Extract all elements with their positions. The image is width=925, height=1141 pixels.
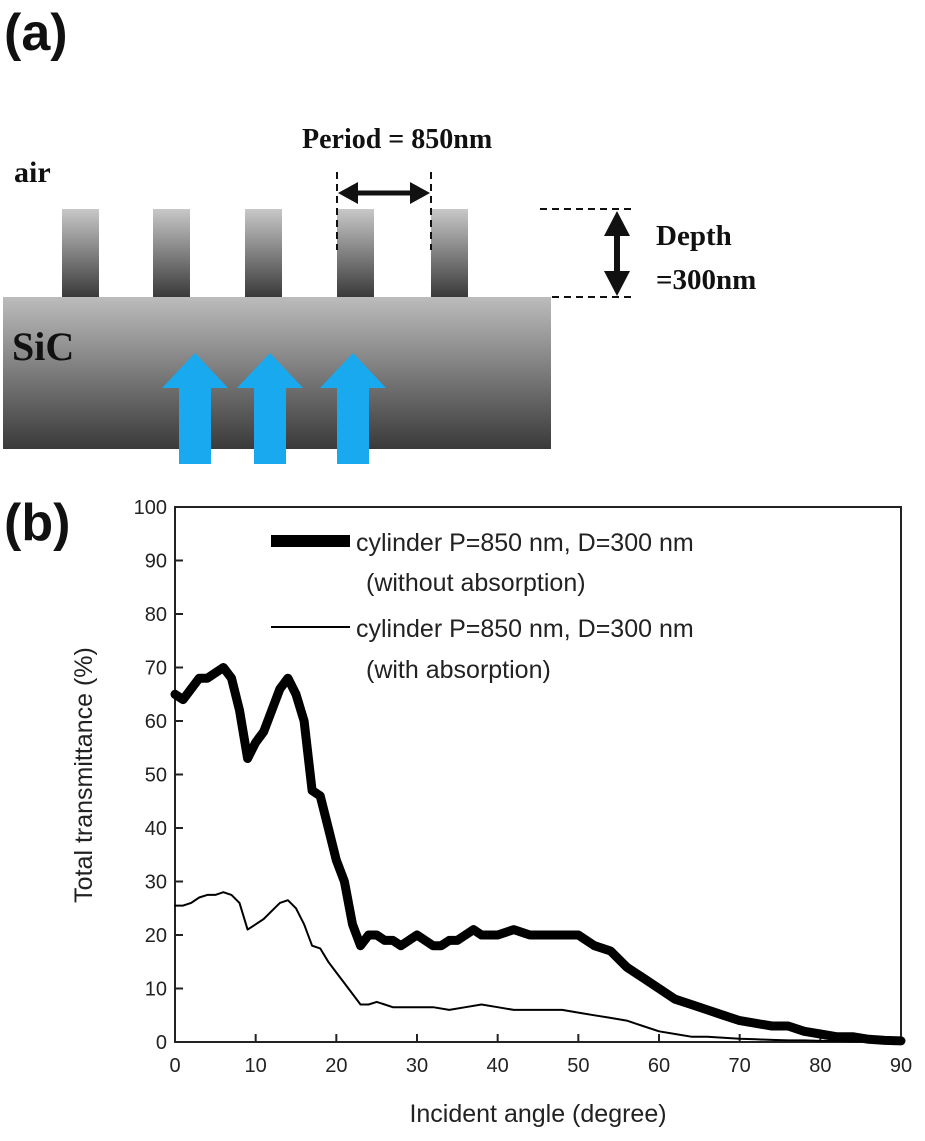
pillar — [337, 209, 374, 297]
panel-b-label: (b) — [4, 494, 70, 552]
y-axis-title: Total transmittance (%) — [70, 647, 98, 903]
light-arrow — [320, 353, 386, 464]
period-label: Period = 850nm — [302, 124, 492, 155]
y-tick-label: 0 — [156, 1032, 167, 1054]
y-tick-label: 30 — [145, 872, 167, 894]
x-tick-label: 70 — [729, 1055, 751, 1077]
depth-label-line2: =300nm — [656, 264, 756, 296]
legend-sublabel-series-2: (with absorption) — [366, 656, 551, 684]
y-axis: 0 10 20 30 40 50 60 70 80 90 100 — [134, 497, 183, 1054]
x-tick-label: 10 — [245, 1055, 267, 1077]
light-arrow — [162, 353, 228, 464]
period-arrow — [338, 182, 430, 204]
pillar — [62, 209, 99, 297]
depth-arrow — [604, 211, 630, 296]
panel-b: (b) 0 10 20 30 40 50 60 70 80 90 100 0 10 20 30 40 50 60… — [4, 494, 912, 1128]
y-tick-label: 100 — [134, 497, 167, 519]
air-label: air — [14, 156, 51, 189]
light-arrows — [162, 353, 386, 464]
x-tick-label: 20 — [325, 1055, 347, 1077]
legend-label-series-2: cylinder P=850 nm, D=300 nm — [356, 615, 694, 643]
legend: cylinder P=850 nm, D=300 nm (without abs… — [271, 529, 694, 684]
y-tick-label: 70 — [145, 658, 167, 680]
y-tick-label: 80 — [145, 604, 167, 626]
series-line-without-absorption — [170, 663, 906, 1046]
x-tick-label: 60 — [648, 1055, 670, 1077]
substrate-label: SiC — [12, 324, 74, 369]
panel-a-label: (a) — [4, 4, 68, 62]
y-tick-label: 40 — [145, 818, 167, 840]
x-axis-title: Incident angle (degree) — [409, 1100, 666, 1128]
x-tick-label: 30 — [406, 1055, 428, 1077]
y-tick-label: 10 — [145, 979, 167, 1001]
y-tick-label: 90 — [145, 551, 167, 573]
x-tick-label: 80 — [809, 1055, 831, 1077]
y-tick-label: 20 — [145, 925, 167, 947]
x-tick-label: 90 — [890, 1055, 912, 1077]
series-line-with-absorption — [174, 891, 902, 1043]
panel-a: (a) SiC air Period = 850nm Depth =300nm — [3, 4, 756, 464]
pillar — [431, 209, 468, 297]
x-tick-label: 50 — [567, 1055, 589, 1077]
depth-label-line1: Depth — [656, 220, 732, 252]
pillar — [245, 209, 282, 297]
legend-sublabel-series-1: (without absorption) — [366, 569, 586, 597]
x-axis: 0 10 20 30 40 50 60 70 80 90 — [169, 1034, 912, 1077]
series-layer — [170, 663, 906, 1046]
legend-label-series-1: cylinder P=850 nm, D=300 nm — [356, 529, 694, 557]
y-tick-label: 50 — [145, 765, 167, 787]
light-arrow — [237, 353, 303, 464]
pillar — [153, 209, 190, 297]
x-tick-label: 40 — [487, 1055, 509, 1077]
y-tick-label: 60 — [145, 711, 167, 733]
x-tick-label: 0 — [169, 1055, 180, 1077]
